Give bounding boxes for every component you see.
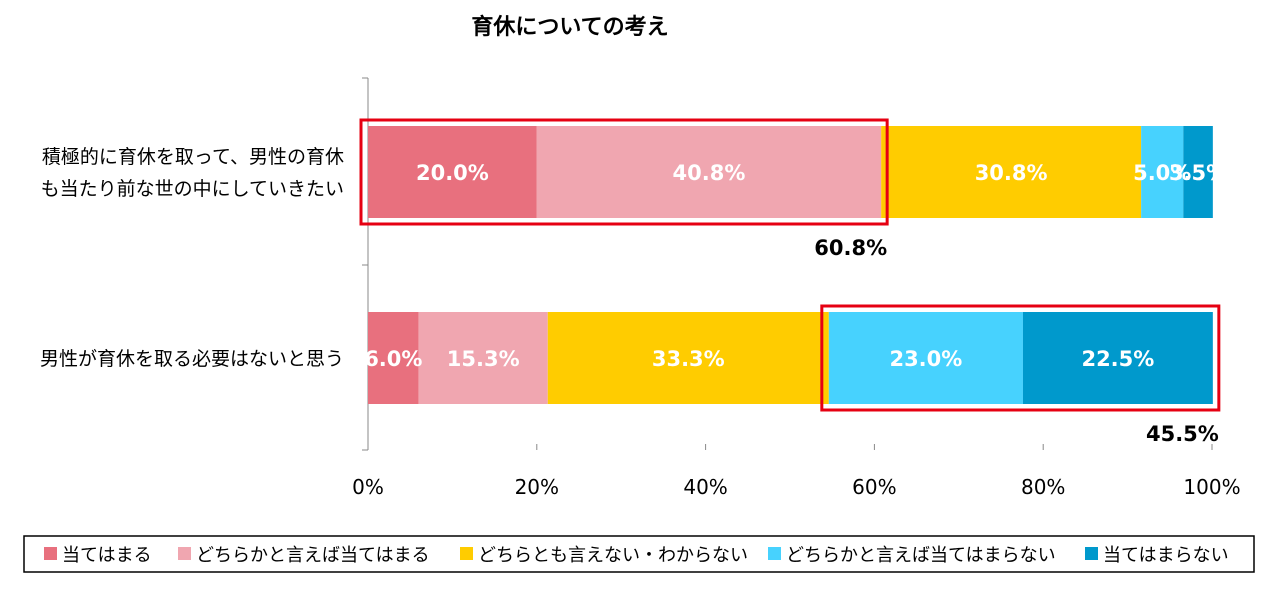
- chart-title: 育休についての考え: [471, 14, 668, 40]
- bar-segment: [368, 312, 419, 404]
- x-tick-label: 80%: [1021, 475, 1065, 499]
- category-label: 男性が育休を取る必要はないと思う: [40, 348, 344, 370]
- highlight-box: [820, 304, 1221, 412]
- data-label: 23.0%: [889, 347, 962, 371]
- highlight-total-label: 60.8%: [814, 236, 887, 260]
- axis-layer: 0% 20% 40% 60% 80% 100% 積極的に育休を取って、男性の育休も当たり前な…: [40, 77, 1241, 499]
- highlight-layer: 60.8% 45.5%: [359, 118, 1221, 446]
- bar-segment: [1183, 126, 1213, 218]
- category-label: 積極的に育休を取って、男性の育休: [42, 146, 344, 168]
- data-label: 6.0%: [364, 347, 422, 371]
- data-label: 3.5%: [1169, 161, 1227, 185]
- data-label: 20.0%: [416, 161, 489, 185]
- bar-layer: [368, 126, 1213, 404]
- legend-swatch: [460, 547, 473, 560]
- legend-entry: 当てはまらない: [1103, 545, 1229, 566]
- legend-swatch: [178, 547, 191, 560]
- highlight-box: [359, 118, 889, 226]
- highlight-total-label: 45.5%: [1146, 422, 1219, 446]
- legend-entry: どちらとも言えない・わからない: [478, 545, 748, 566]
- x-tick-label: 40%: [683, 475, 727, 499]
- x-tick-label: 0%: [352, 475, 384, 499]
- bar-segment: [418, 312, 548, 404]
- legend-entry: どちらかと言えば当てはまる: [196, 545, 430, 566]
- data-label: 22.5%: [1081, 347, 1154, 371]
- bar-segment: [1141, 126, 1184, 218]
- legend-swatch: [44, 547, 57, 560]
- x-tick-label: 100%: [1183, 475, 1240, 499]
- label-layer: 20.0% 40.8% 30.8% 5.0%3.5% 6.0% 15.3% 33.3% 23.…: [364, 161, 1227, 371]
- data-label: 15.3%: [447, 347, 520, 371]
- data-label: 30.8%: [975, 161, 1048, 185]
- bar-segment: [536, 126, 882, 218]
- data-label: 5.0%: [1133, 161, 1191, 185]
- bar-segment: [368, 126, 537, 218]
- legend-swatch: [1085, 547, 1098, 560]
- bar-segment: [881, 126, 1142, 218]
- bar-segment: [828, 312, 1023, 404]
- legend-swatch: [768, 547, 781, 560]
- category-label: も当たり前な世の中にしていきたい: [41, 178, 344, 200]
- legend-entry: どちらかと言えば当てはまらない: [786, 545, 1056, 566]
- legend-entry: 当てはまる: [62, 545, 152, 566]
- x-tick-label: 60%: [852, 475, 896, 499]
- data-label: 40.8%: [673, 161, 746, 185]
- bar-segment: [547, 312, 829, 404]
- legend: 当てはまる どちらかと言えば当てはまる どちらとも言えない・わからない どちらかと言え…: [23, 535, 1255, 573]
- bar-segment: [1022, 312, 1213, 404]
- x-tick-label: 20%: [515, 475, 559, 499]
- legend-box: [23, 535, 1255, 573]
- data-label: 33.3%: [652, 347, 725, 371]
